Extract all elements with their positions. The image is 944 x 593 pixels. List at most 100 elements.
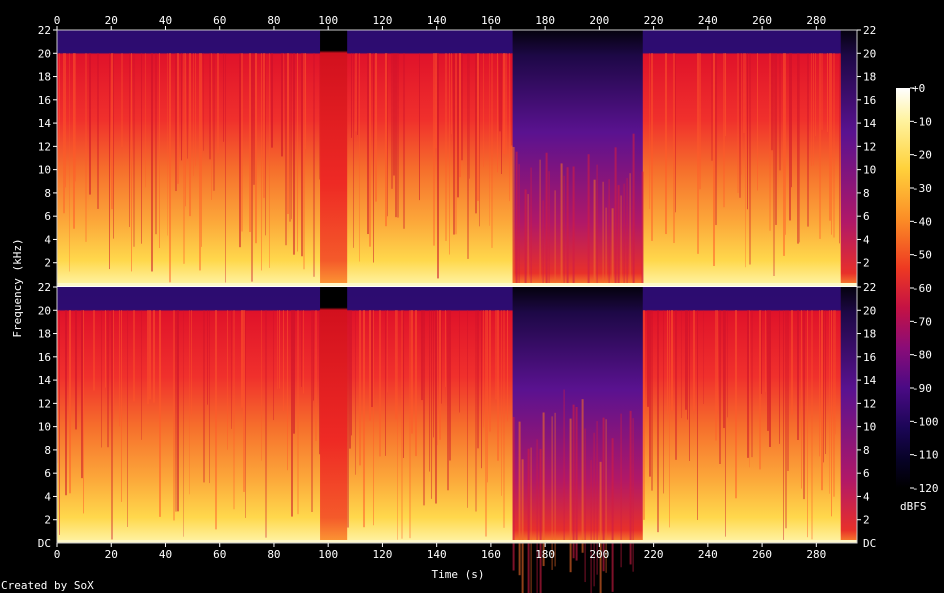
texture-streak [351, 53, 352, 138]
texture-streak [411, 310, 413, 434]
texture-streak [797, 53, 799, 244]
texture-streak [623, 183, 625, 338]
texture-streak [459, 53, 461, 178]
x-tick-label-bottom: 100 [318, 548, 338, 561]
texture-streak [191, 310, 192, 415]
texture-streak [602, 417, 605, 572]
texture-streak [189, 53, 191, 217]
texture-streak [303, 53, 305, 270]
texture-streak [261, 310, 262, 461]
texture-streak [521, 459, 524, 593]
texture-streak [503, 310, 505, 528]
texture-streak [499, 53, 501, 132]
x-tick-label-bottom: 240 [698, 548, 718, 561]
texture-streak [93, 310, 95, 391]
texture-streak [554, 412, 556, 567]
texture-streak [829, 53, 831, 221]
x-tick-label-top: 0 [54, 14, 61, 27]
texture-streak [501, 310, 502, 496]
texture-streak [815, 53, 816, 137]
texture-streak [723, 310, 725, 429]
x-tick-label-bottom: 40 [159, 548, 172, 561]
texture-streak [487, 310, 488, 483]
texture-streak [563, 389, 565, 544]
texture-streak [713, 53, 715, 267]
x-tick-label-bottom: 80 [267, 548, 280, 561]
texture-streak [251, 53, 253, 282]
y-tick-label-left: 20 [38, 47, 51, 60]
texture-streak [801, 310, 802, 489]
x-tick-label-bottom: 140 [427, 548, 447, 561]
texture-streak [289, 53, 291, 222]
texture-streak [201, 53, 202, 247]
texture-streak [477, 53, 479, 201]
texture-streak [129, 53, 130, 227]
y-tick-label-left: 18 [38, 71, 51, 84]
texture-streak [511, 53, 513, 146]
texture-streak [649, 53, 650, 210]
texture-streak [693, 310, 695, 411]
colorbar-tick-label: -70 [912, 315, 932, 328]
texture-streak [223, 53, 224, 142]
texture-streak [265, 53, 266, 236]
texture-streak [453, 53, 455, 235]
texture-streak [231, 310, 232, 429]
texture-streak [771, 53, 773, 151]
fade-out-region [840, 287, 857, 543]
texture-streak [313, 53, 315, 277]
x-tick-label-top: 20 [105, 14, 118, 27]
texture-streak [297, 53, 298, 252]
y-tick-label-right: 16 [863, 94, 876, 107]
texture-streak [69, 53, 70, 272]
colorbar-tick-label: -10 [912, 115, 932, 128]
texture-streak [225, 53, 226, 283]
texture-streak [779, 53, 781, 171]
texture-streak [524, 189, 527, 344]
colorbar-tick-label: -120 [912, 482, 939, 495]
x-tick-label-bottom: 260 [752, 548, 772, 561]
texture-streak [505, 53, 507, 155]
texture-streak [518, 421, 521, 576]
texture-streak [369, 53, 371, 247]
texture-streak [315, 310, 317, 441]
texture-streak [281, 53, 283, 157]
texture-streak [825, 310, 826, 455]
texture-streak [703, 310, 704, 405]
texture-streak [437, 53, 439, 279]
texture-streak [107, 310, 109, 448]
quiet-section [320, 30, 348, 286]
texture-streak [697, 310, 698, 520]
y-tick-label-right: 22 [863, 281, 876, 294]
texture-streak [833, 53, 835, 238]
x-tick-label-top: 240 [698, 14, 718, 27]
texture-streak [719, 310, 721, 464]
texture-streak [643, 310, 645, 520]
texture-streak [608, 179, 610, 333]
y-axis-label: Frequency (kHz) [11, 238, 24, 337]
texture-streak [542, 412, 545, 567]
texture-streak [629, 173, 631, 327]
colorbar-tick-label: -50 [912, 249, 932, 262]
channel-1-spectrogram [57, 30, 857, 362]
texture-streak [297, 310, 299, 515]
texture-streak [385, 53, 387, 227]
texture-streak [507, 310, 508, 422]
y-tick-label-left: 4 [44, 490, 51, 503]
texture-streak [359, 310, 361, 466]
y-tick-label-right: 20 [863, 304, 876, 317]
texture-streak [829, 310, 830, 494]
texture-streak [435, 310, 437, 504]
dc-label-right: DC [863, 537, 876, 550]
colorbar-tick-label: -60 [912, 282, 932, 295]
texture-streak [503, 53, 505, 154]
texture-streak [367, 53, 369, 235]
texture-streak [723, 53, 725, 208]
texture-streak [395, 310, 397, 420]
texture-streak [614, 147, 617, 301]
texture-streak [159, 53, 160, 249]
texture-streak [153, 310, 155, 403]
texture-streak [539, 448, 542, 593]
x-tick-label-top: 80 [267, 14, 280, 27]
texture-streak [605, 419, 607, 573]
y-tick-label-right: 18 [863, 328, 876, 341]
